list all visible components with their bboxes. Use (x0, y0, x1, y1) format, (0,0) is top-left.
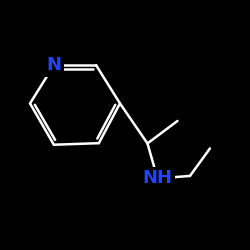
Text: NH: NH (142, 170, 172, 188)
Text: N: N (46, 56, 61, 74)
